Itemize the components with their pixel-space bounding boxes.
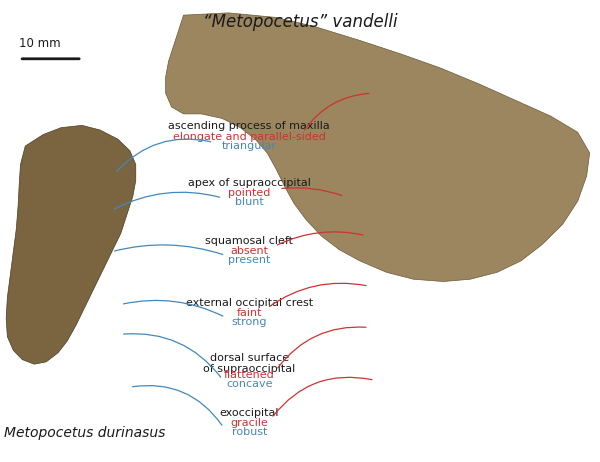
- Text: concave: concave: [226, 379, 272, 389]
- Text: squamosal cleft: squamosal cleft: [205, 236, 293, 246]
- Text: present: present: [228, 255, 271, 265]
- Polygon shape: [166, 13, 590, 281]
- Text: apex of supraoccipital: apex of supraoccipital: [188, 178, 311, 188]
- Text: “Metopocetus” vandelli: “Metopocetus” vandelli: [203, 13, 397, 31]
- Text: dorsal surface
of supraoccipital: dorsal surface of supraoccipital: [203, 353, 295, 374]
- Text: ascending process of maxilla: ascending process of maxilla: [169, 121, 330, 131]
- Polygon shape: [6, 125, 136, 364]
- Text: blunt: blunt: [235, 197, 263, 207]
- Text: triangular: triangular: [222, 141, 277, 152]
- Text: strong: strong: [232, 317, 267, 327]
- Text: external occipital crest: external occipital crest: [185, 298, 313, 308]
- Text: 10 mm: 10 mm: [19, 36, 61, 49]
- Text: exoccipital: exoccipital: [220, 408, 279, 418]
- Text: absent: absent: [230, 246, 268, 255]
- Text: flattened: flattened: [224, 370, 275, 380]
- Text: gracile: gracile: [230, 418, 268, 428]
- Text: faint: faint: [236, 308, 262, 318]
- Text: pointed: pointed: [228, 188, 271, 198]
- Text: elongate and parallel-sided: elongate and parallel-sided: [173, 132, 326, 142]
- Text: robust: robust: [232, 427, 267, 437]
- Text: Metopocetus durinasus: Metopocetus durinasus: [4, 426, 166, 440]
